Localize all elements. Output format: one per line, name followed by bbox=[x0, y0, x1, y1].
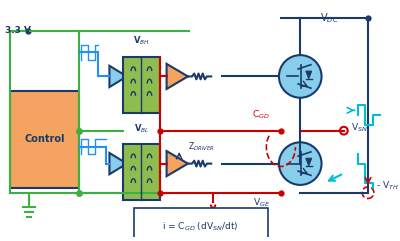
Polygon shape bbox=[306, 158, 312, 166]
Text: Control: Control bbox=[24, 134, 65, 144]
Circle shape bbox=[279, 55, 322, 98]
Text: V$_{SN}$: V$_{SN}$ bbox=[351, 121, 368, 134]
Text: Z$_{DRIVER}$: Z$_{DRIVER}$ bbox=[188, 141, 215, 153]
FancyBboxPatch shape bbox=[123, 144, 160, 201]
Text: V$_{GE}$: V$_{GE}$ bbox=[253, 196, 270, 209]
Polygon shape bbox=[110, 66, 127, 87]
Circle shape bbox=[340, 127, 348, 134]
Polygon shape bbox=[166, 64, 188, 89]
Text: V$_{BH}$: V$_{BH}$ bbox=[133, 35, 150, 47]
Text: V$_{DC}$: V$_{DC}$ bbox=[320, 12, 339, 25]
Polygon shape bbox=[110, 153, 127, 174]
Circle shape bbox=[279, 142, 322, 185]
Polygon shape bbox=[166, 151, 188, 176]
FancyBboxPatch shape bbox=[10, 91, 80, 188]
Text: 3.3 V: 3.3 V bbox=[5, 27, 31, 35]
FancyBboxPatch shape bbox=[134, 208, 268, 239]
FancyArrowPatch shape bbox=[211, 205, 215, 210]
Text: i = C$_{GD}$ (dV$_{SN}$/dt): i = C$_{GD}$ (dV$_{SN}$/dt) bbox=[162, 220, 239, 233]
Text: V$_{BL}$: V$_{BL}$ bbox=[134, 122, 149, 134]
FancyBboxPatch shape bbox=[123, 57, 160, 113]
Text: - V$_{TH}$: - V$_{TH}$ bbox=[376, 180, 399, 192]
Polygon shape bbox=[306, 71, 312, 79]
Text: C$_{GD}$: C$_{GD}$ bbox=[252, 109, 270, 121]
